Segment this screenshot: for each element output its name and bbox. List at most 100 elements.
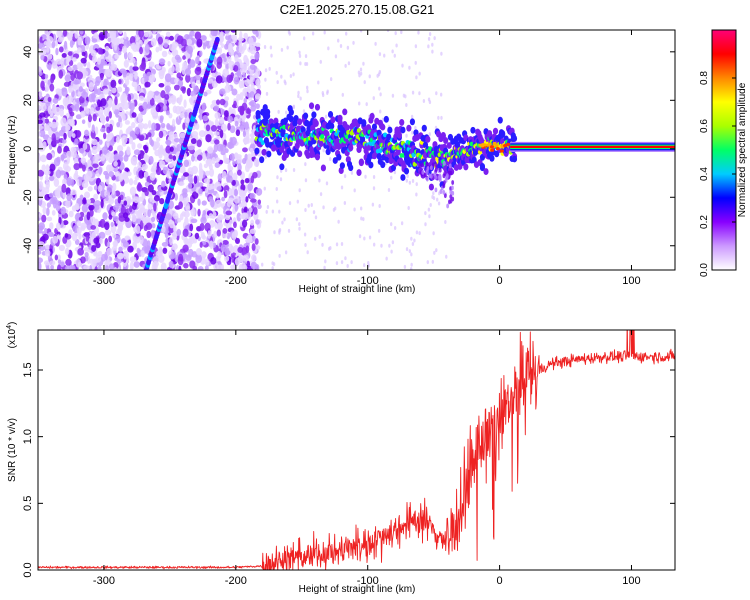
noise-speckle (198, 130, 206, 138)
noise-speckle (91, 244, 97, 252)
noise-speckle (88, 93, 95, 103)
noise-speckle (299, 96, 302, 101)
noise-speckle (143, 224, 148, 232)
noise-speckle (359, 30, 363, 33)
noise-speckle (298, 50, 301, 55)
noise-speckle (272, 262, 276, 267)
noise-speckle (96, 88, 102, 96)
noise-speckle (86, 211, 91, 221)
noise-speckle (152, 260, 159, 268)
noise-speckle (432, 231, 435, 236)
noise-speckle (38, 104, 42, 110)
noise-speckle (238, 62, 245, 69)
noise-speckle (108, 235, 113, 243)
noise-speckle (437, 201, 441, 206)
noise-speckle (117, 51, 122, 56)
noise-speckle (304, 54, 308, 59)
ridge-halo (463, 163, 469, 171)
noise-speckle (44, 227, 48, 234)
noise-speckle (54, 254, 59, 261)
noise-speckle (106, 247, 113, 256)
noise-speckle (62, 220, 69, 226)
x-tick-label: -300 (93, 275, 115, 287)
noise-speckle (112, 232, 117, 239)
noise-speckle (340, 185, 344, 190)
noise-speckle (154, 94, 159, 102)
noise-speckle (182, 188, 188, 195)
noise-speckle (411, 242, 415, 247)
noise-speckle (48, 175, 55, 181)
noise-speckle (118, 116, 122, 124)
snr-x-label: Height of straight line (km) (299, 584, 416, 595)
noise-speckle (435, 248, 438, 253)
noise-speckle (104, 173, 110, 180)
noise-speckle (134, 126, 140, 135)
noise-speckle (76, 220, 82, 227)
noise-speckle (318, 178, 321, 183)
noise-speckle (408, 65, 411, 70)
ridge-drip (442, 173, 446, 179)
noise-speckle (303, 232, 307, 237)
noise-speckle (137, 122, 145, 129)
noise-speckle (110, 79, 117, 88)
noise-speckle (247, 182, 253, 192)
noise-speckle (168, 163, 174, 168)
noise-speckle (48, 192, 54, 198)
noise-speckle (79, 82, 85, 87)
ridge-drip (425, 161, 429, 167)
noise-speckle (327, 246, 331, 251)
ridge-halo (395, 148, 401, 156)
noise-speckle (59, 108, 64, 117)
noise-speckle (251, 235, 256, 242)
noise-speckle (211, 80, 218, 88)
noise-speckle (278, 230, 281, 235)
noise-speckle (228, 42, 233, 52)
noise-speckle (393, 170, 397, 175)
noise-speckle (112, 64, 118, 72)
snr-multiplier: (x104) (6, 322, 18, 349)
noise-speckle (383, 53, 386, 58)
colorbar-tick-label: 0.6 (699, 119, 710, 133)
noise-speckle (103, 107, 110, 117)
ridge-halo (406, 124, 412, 132)
ridge-peak (495, 147, 500, 151)
noise-speckle (206, 158, 213, 167)
noise-speckle (346, 45, 350, 50)
noise-speckle (209, 168, 215, 177)
noise-speckle (65, 258, 72, 266)
noise-speckle (187, 174, 193, 183)
noise-speckle (426, 260, 429, 265)
noise-speckle (64, 265, 71, 270)
noise-speckle (116, 253, 124, 259)
noise-speckle (232, 172, 238, 181)
noise-speckle (250, 151, 255, 157)
noise-speckle (168, 99, 172, 104)
noise-speckle (217, 173, 223, 182)
noise-speckle (182, 244, 189, 253)
noise-speckle (213, 131, 221, 136)
noise-speckle (248, 43, 253, 48)
noise-speckle (269, 45, 273, 50)
noise-speckle (179, 94, 183, 103)
noise-speckle (431, 49, 434, 54)
noise-speckle (154, 149, 161, 157)
noise-speckle (350, 170, 354, 175)
noise-speckle (266, 204, 270, 209)
noise-speckle (193, 175, 198, 185)
ridge-halo (288, 115, 294, 123)
noise-speckle (158, 160, 166, 169)
noise-speckle (167, 60, 171, 67)
noise-speckle (249, 228, 257, 234)
noise-speckle (80, 157, 87, 164)
noise-speckle (67, 33, 72, 40)
noise-speckle (415, 230, 419, 235)
noise-speckle (84, 36, 91, 45)
ridge-halo (329, 122, 335, 130)
noise-speckle (436, 197, 439, 202)
noise-speckle (428, 100, 432, 105)
noise-speckle (97, 184, 103, 193)
ridge-halo (311, 111, 317, 119)
noise-speckle (75, 114, 82, 120)
noise-speckle (177, 217, 182, 223)
noise-speckle (152, 111, 159, 120)
